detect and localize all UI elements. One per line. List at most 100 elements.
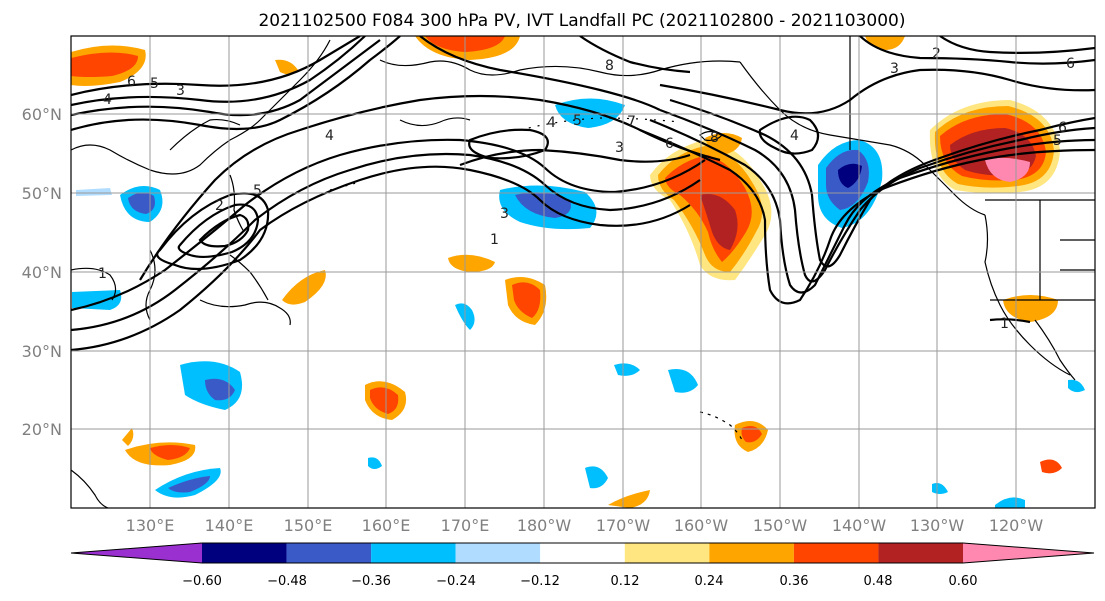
pv-contour xyxy=(71,165,691,352)
contour-label: 6 xyxy=(127,74,136,90)
pv-contour xyxy=(659,108,1095,283)
contour-label: 8 xyxy=(605,58,614,74)
figure-title: 2021102500 F084 300 hPa PV, IVT Landfall… xyxy=(258,11,905,31)
lon-labels: 130°E 140°E 150°E 160°E 170°E 180°W 170°… xyxy=(126,516,1044,535)
island-chain xyxy=(519,117,681,131)
anomaly-region xyxy=(368,457,382,469)
pv-contour xyxy=(459,148,691,167)
contour-label: 1 xyxy=(1000,316,1009,332)
colorbar-segment xyxy=(709,543,794,563)
pv-contour xyxy=(71,152,701,332)
contour-labels: 4 6 5 3 1 2 5 4 7 4 5 3 6 8 4 3 2 6 6 5 xyxy=(98,46,1075,332)
colorbar-tick-label: −0.36 xyxy=(351,574,391,589)
pv-contour xyxy=(989,318,1031,324)
colorbar-ticks: −0.60 −0.48 −0.36 −0.24 −0.12 0.12 0.24 … xyxy=(182,574,977,589)
colorbar-tick-label: −0.48 xyxy=(267,574,307,589)
coastline xyxy=(199,299,291,326)
pv-contour xyxy=(71,36,366,107)
coastline xyxy=(1034,319,1076,381)
border-line xyxy=(1060,239,1095,271)
pv-contour xyxy=(71,39,381,117)
colorbar-segment xyxy=(71,543,202,563)
anomaly-region xyxy=(282,270,326,305)
anomaly-region xyxy=(741,426,762,443)
pv-contour xyxy=(859,36,1095,65)
coastline xyxy=(169,118,241,151)
anomaly-region xyxy=(76,188,112,196)
contour-label: 4 xyxy=(547,115,556,131)
lat-label: 20°N xyxy=(22,420,62,439)
anomaly-region xyxy=(71,52,138,77)
contour-label: 6 xyxy=(1066,56,1075,72)
coastline xyxy=(379,59,521,76)
lon-label: 140°W xyxy=(832,516,887,535)
contour-label: 6 xyxy=(665,136,674,152)
anomaly-region xyxy=(512,282,541,318)
coastline xyxy=(71,267,117,301)
colorbar-tick-label: −0.24 xyxy=(436,574,476,589)
colorbar-segment xyxy=(455,543,541,563)
contour-label: 1 xyxy=(490,232,499,248)
anomaly-region xyxy=(608,490,650,508)
colorbar-segment xyxy=(963,543,1094,563)
pv-contour xyxy=(579,36,691,74)
anomaly-region xyxy=(985,157,1030,182)
pv-contour xyxy=(659,68,1095,115)
anomaly-region xyxy=(205,378,235,401)
contour-label: 5 xyxy=(150,76,159,92)
anomaly-region xyxy=(932,483,948,494)
lon-label: 130°E xyxy=(126,516,175,535)
contour-label: 6 xyxy=(1058,120,1067,136)
lon-label: 120°W xyxy=(989,516,1044,535)
anomaly-region xyxy=(448,254,495,272)
contour-label: 5 xyxy=(573,113,582,129)
pv-contour xyxy=(71,36,401,132)
coastline xyxy=(71,469,109,508)
anomaly-region xyxy=(838,163,862,188)
pv-contour xyxy=(758,115,820,155)
anomaly-region xyxy=(275,59,298,75)
coastline xyxy=(399,117,471,127)
anomaly-region xyxy=(1003,295,1058,322)
lon-label: 170°W xyxy=(596,516,651,535)
pv-contour xyxy=(649,118,1095,294)
colorbar-segment xyxy=(624,543,710,563)
coastline xyxy=(519,60,741,77)
pv-contour xyxy=(639,128,1095,305)
lat-label: 60°N xyxy=(22,105,62,124)
contour-label: 5 xyxy=(253,183,262,199)
anomaly-region xyxy=(1040,459,1062,474)
contour-label: 3 xyxy=(615,140,624,156)
contour-label: 7 xyxy=(627,114,636,130)
anomaly-region xyxy=(128,192,155,214)
colorbar-tick-label: 0.12 xyxy=(611,574,640,589)
coastline xyxy=(984,214,1071,376)
anomaly-region xyxy=(1068,379,1085,393)
anomaly-region xyxy=(122,428,134,446)
contour-label: 2 xyxy=(932,46,941,62)
pv-contour xyxy=(177,203,260,259)
lon-label: 160°E xyxy=(362,516,411,535)
anomaly-region xyxy=(614,363,640,376)
anomaly-region xyxy=(168,476,210,493)
lon-label: 130°W xyxy=(910,516,965,535)
anomaly-region xyxy=(700,194,738,250)
colorbar-segment xyxy=(793,543,879,563)
pv-contour xyxy=(419,36,661,111)
pv-contour xyxy=(198,213,250,248)
pv-contour xyxy=(71,138,706,312)
anomaly-region xyxy=(370,387,399,414)
colorbar-tick-label: −0.12 xyxy=(520,574,560,589)
lat-label: 30°N xyxy=(22,342,62,361)
colorbar: −0.60 −0.48 −0.36 −0.24 −0.12 0.12 0.24 … xyxy=(70,542,1095,589)
pv-contour xyxy=(156,192,270,271)
contour-label: 4 xyxy=(325,128,334,144)
contour-label: 8 xyxy=(710,130,719,146)
pv-contour xyxy=(139,94,721,281)
colorbar-segment xyxy=(202,543,287,563)
anomaly-region xyxy=(150,445,190,460)
lat-labels: 20°N 30°N 40°N 50°N 60°N xyxy=(22,105,62,439)
contour-label: 5 xyxy=(1053,133,1062,149)
map-panel: 4 6 5 3 1 2 5 4 7 4 5 3 6 8 4 3 2 6 6 5 xyxy=(22,35,1096,535)
